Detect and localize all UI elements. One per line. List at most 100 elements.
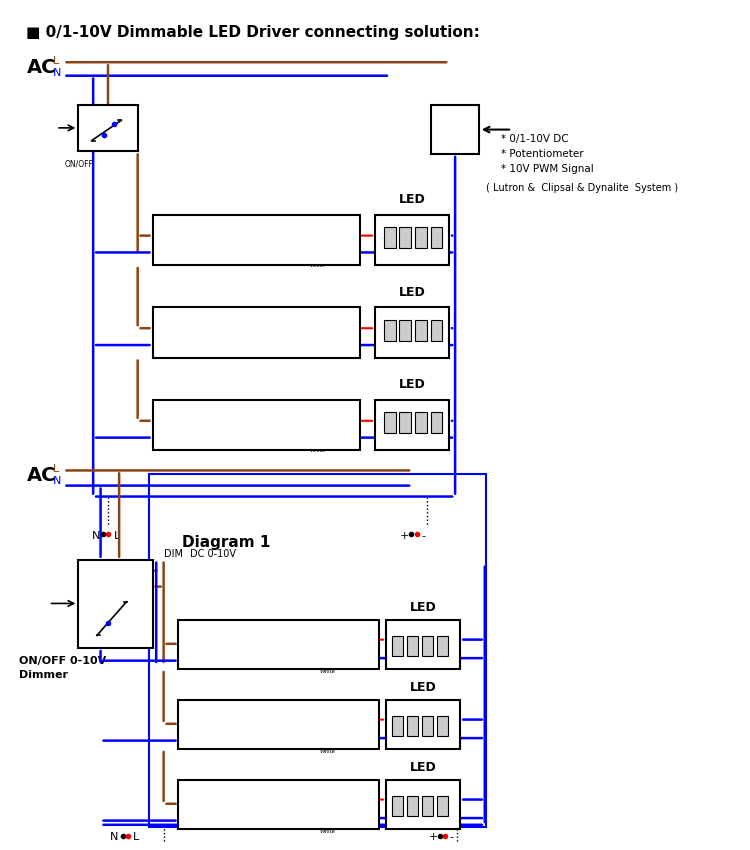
- Text: Black: Black: [310, 334, 325, 339]
- Bar: [152, 307, 360, 358]
- Text: +: +: [387, 717, 394, 726]
- Bar: [400, 412, 411, 434]
- Text: -: -: [375, 247, 379, 258]
- Text: L Brown: L Brown: [164, 408, 205, 416]
- Text: White: White: [310, 355, 326, 360]
- Bar: [415, 412, 427, 434]
- Text: DIM: DIM: [299, 250, 311, 255]
- Text: Dimmable Driver: Dimmable Driver: [186, 330, 245, 336]
- Text: L: L: [53, 464, 59, 473]
- Text: Vout: Vout: [299, 321, 314, 326]
- Text: +: +: [400, 531, 409, 541]
- Text: Dimmable Driver: Dimmable Driver: [205, 641, 264, 647]
- Text: -: -: [387, 733, 390, 743]
- Text: LED: LED: [410, 681, 436, 694]
- Text: DIM: DIM: [164, 549, 183, 558]
- Bar: [384, 412, 396, 434]
- Text: White: White: [310, 448, 326, 453]
- Bar: [392, 796, 404, 816]
- Text: ON/OFF: ON/OFF: [65, 159, 94, 168]
- Text: N Blue: N Blue: [164, 343, 197, 352]
- Text: Red: Red: [320, 797, 330, 802]
- Text: +: +: [387, 796, 394, 806]
- Text: Black: Black: [310, 427, 325, 432]
- Bar: [178, 620, 379, 669]
- Text: L Brown: L Brown: [164, 223, 205, 232]
- Text: Red: Red: [310, 234, 320, 239]
- Text: Black: Black: [320, 806, 334, 810]
- Text: White: White: [310, 263, 326, 268]
- Bar: [422, 637, 433, 656]
- Bar: [152, 214, 360, 265]
- Text: Vout: Vout: [308, 711, 322, 716]
- Text: Vout: Vout: [308, 790, 322, 796]
- Text: +: +: [375, 230, 383, 241]
- Text: O: O: [448, 121, 461, 139]
- Text: N Blue: N Blue: [188, 813, 221, 823]
- Text: Red: Red: [310, 419, 320, 424]
- Text: L: L: [114, 531, 120, 541]
- Text: N Blue: N Blue: [164, 251, 197, 259]
- Text: +: +: [428, 832, 438, 842]
- Text: AC: AC: [26, 466, 56, 485]
- Text: N: N: [53, 68, 62, 78]
- Text: ( Lutron &  Clipsal & Dynalite  System ): ( Lutron & Clipsal & Dynalite System ): [486, 183, 678, 193]
- Text: Diagram 1: Diagram 1: [182, 536, 271, 550]
- Bar: [436, 796, 448, 816]
- Text: -: -: [450, 832, 454, 842]
- Text: Blue: Blue: [320, 820, 332, 825]
- Text: -: -: [375, 340, 379, 350]
- Text: L Brown: L Brown: [188, 626, 230, 636]
- Bar: [152, 400, 360, 451]
- Bar: [436, 717, 448, 736]
- Text: Vout: Vout: [308, 631, 322, 636]
- Text: L Brown: L Brown: [188, 706, 230, 716]
- Text: AC: AC: [26, 58, 56, 76]
- Text: LED: LED: [410, 761, 436, 774]
- Text: Blue: Blue: [310, 256, 322, 261]
- Bar: [407, 637, 418, 656]
- Text: Dimmable Driver: Dimmable Driver: [186, 237, 245, 243]
- Text: Red: Red: [320, 638, 330, 642]
- Text: White: White: [320, 829, 335, 834]
- Text: LED: LED: [410, 601, 436, 615]
- Text: Blue: Blue: [310, 441, 322, 446]
- Bar: [392, 637, 404, 656]
- Text: N: N: [110, 832, 118, 842]
- Text: LED: LED: [399, 378, 425, 391]
- Text: Red: Red: [320, 717, 330, 722]
- Bar: [430, 105, 478, 154]
- Bar: [407, 717, 418, 736]
- Bar: [375, 400, 449, 451]
- Bar: [430, 412, 442, 434]
- Text: N Blue: N Blue: [164, 436, 197, 445]
- Text: Dimmer: Dimmer: [19, 670, 68, 680]
- Text: Red: Red: [310, 326, 320, 332]
- Bar: [148, 473, 486, 827]
- Text: DC 0-10V: DC 0-10V: [190, 549, 236, 558]
- Text: ON/OFF 0-10V: ON/OFF 0-10V: [19, 655, 106, 666]
- Bar: [422, 717, 433, 736]
- Bar: [375, 214, 449, 265]
- Bar: [436, 637, 448, 656]
- Bar: [392, 717, 404, 736]
- Text: Black: Black: [310, 241, 325, 246]
- Text: Dimmable Driver: Dimmable Driver: [205, 801, 264, 807]
- Text: LED: LED: [399, 193, 425, 206]
- Bar: [78, 559, 152, 648]
- Bar: [407, 796, 418, 816]
- Text: L: L: [53, 55, 59, 65]
- Bar: [178, 780, 379, 829]
- Text: L: L: [134, 832, 140, 842]
- Text: L Brown: L Brown: [164, 315, 205, 325]
- Text: LED: LED: [399, 286, 425, 298]
- Text: Dimmable Driver: Dimmable Driver: [186, 422, 245, 428]
- Bar: [430, 227, 442, 248]
- Text: -: -: [387, 813, 390, 823]
- Bar: [386, 620, 460, 669]
- Text: White: White: [320, 749, 335, 754]
- Text: +: +: [387, 637, 394, 646]
- Bar: [178, 700, 379, 749]
- Text: L Brown: L Brown: [188, 786, 230, 796]
- Text: Vout: Vout: [299, 414, 314, 419]
